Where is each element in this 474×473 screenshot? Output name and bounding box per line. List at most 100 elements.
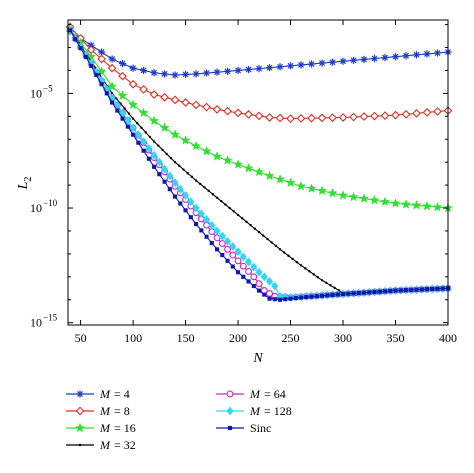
y-tick-label-exponent: −10 bbox=[43, 198, 58, 208]
data-point-marker bbox=[146, 156, 151, 161]
data-point-marker bbox=[128, 99, 139, 110]
data-point-marker bbox=[244, 65, 253, 74]
data-point-marker bbox=[314, 294, 319, 299]
data-point-marker bbox=[328, 113, 337, 123]
data-point-marker bbox=[191, 140, 202, 151]
data-point-marker bbox=[249, 224, 252, 227]
data-point-marker bbox=[94, 66, 97, 69]
data-point-marker bbox=[78, 443, 82, 447]
data-point-marker bbox=[402, 52, 410, 60]
data-point-marker bbox=[218, 240, 226, 248]
y-tick-label-base: 10 bbox=[30, 316, 42, 330]
data-point-marker bbox=[333, 286, 336, 290]
data-point-marker bbox=[165, 152, 168, 156]
data-point-marker bbox=[78, 46, 83, 51]
legend-label: M = 64 bbox=[249, 387, 286, 401]
legend-label-value: = 16 bbox=[114, 421, 136, 435]
data-point-marker bbox=[169, 156, 173, 160]
data-point-marker bbox=[370, 54, 379, 63]
data-point-marker bbox=[360, 55, 368, 64]
data-point-marker bbox=[120, 116, 125, 121]
legend-item-sinc: Sinc bbox=[216, 421, 271, 435]
data-point-marker bbox=[251, 283, 256, 289]
data-point-marker bbox=[227, 425, 233, 431]
data-point-marker bbox=[225, 258, 230, 263]
data-point-marker bbox=[134, 130, 142, 140]
data-point-marker bbox=[317, 113, 327, 123]
data-point-marker bbox=[393, 288, 398, 293]
data-point-marker bbox=[299, 264, 303, 267]
data-point-marker bbox=[245, 268, 252, 275]
data-point-marker bbox=[257, 230, 261, 234]
data-point-marker bbox=[209, 240, 214, 246]
data-point-marker bbox=[274, 174, 286, 184]
data-point-marker bbox=[136, 140, 141, 145]
data-point-marker bbox=[233, 108, 243, 118]
data-point-marker bbox=[186, 171, 189, 175]
legend-label-variable: M bbox=[99, 404, 111, 418]
data-point-marker bbox=[421, 200, 433, 211]
y-tick-label-base: 10 bbox=[30, 86, 42, 100]
data-point-marker bbox=[171, 178, 179, 188]
data-point-marker bbox=[255, 280, 263, 288]
data-point-marker bbox=[309, 294, 314, 299]
data-point-marker bbox=[265, 113, 274, 122]
data-point-marker bbox=[226, 406, 234, 416]
data-point-marker bbox=[412, 51, 421, 59]
data-point-marker bbox=[241, 274, 246, 279]
legend-label-variable: M bbox=[249, 387, 261, 401]
data-point-marker bbox=[358, 193, 370, 203]
data-point-marker bbox=[213, 68, 221, 76]
data-point-marker bbox=[211, 193, 215, 196]
data-point-marker bbox=[125, 124, 130, 129]
data-point-marker bbox=[119, 108, 127, 118]
legend-label-value: Sinc bbox=[250, 421, 271, 435]
data-point-marker bbox=[255, 65, 263, 73]
data-point-marker bbox=[423, 50, 431, 58]
data-point-marker bbox=[329, 284, 332, 287]
series-sinc bbox=[68, 28, 451, 302]
data-point-marker bbox=[212, 105, 222, 114]
legend-label-value: = 8 bbox=[114, 404, 130, 418]
data-point-marker bbox=[390, 198, 401, 208]
data-point-marker bbox=[253, 166, 265, 177]
data-point-marker bbox=[159, 122, 170, 133]
data-point-marker bbox=[250, 273, 258, 281]
data-point-marker bbox=[349, 112, 358, 122]
legend-label: M = 4 bbox=[99, 387, 130, 401]
data-point-marker bbox=[424, 287, 430, 292]
data-point-marker bbox=[194, 179, 198, 182]
x-axis-label: N bbox=[252, 351, 263, 366]
data-point-marker bbox=[245, 220, 248, 224]
data-point-marker bbox=[283, 251, 286, 254]
legend-label: M = 32 bbox=[99, 438, 136, 452]
data-point-marker bbox=[213, 226, 221, 236]
data-point-marker bbox=[94, 72, 99, 78]
series-line bbox=[69, 26, 449, 120]
data-point-marker bbox=[224, 245, 231, 253]
data-point-marker bbox=[319, 293, 325, 298]
data-point-marker bbox=[265, 64, 274, 72]
data-point-marker bbox=[75, 406, 85, 416]
data-point-marker bbox=[178, 201, 183, 206]
y-axis-label: L2 bbox=[16, 177, 34, 191]
data-point-marker bbox=[207, 189, 210, 193]
data-point-marker bbox=[160, 92, 169, 102]
data-point-marker bbox=[140, 137, 148, 146]
data-point-marker bbox=[277, 297, 283, 302]
data-point-marker bbox=[188, 215, 193, 220]
data-point-marker bbox=[181, 98, 190, 107]
data-point-marker bbox=[381, 54, 389, 62]
data-point-marker bbox=[433, 107, 442, 116]
data-point-marker bbox=[241, 217, 244, 220]
data-point-marker bbox=[243, 162, 254, 173]
data-point-marker bbox=[274, 244, 278, 248]
data-point-marker bbox=[414, 287, 419, 292]
data-point-marker bbox=[298, 295, 304, 300]
legend-label: M = 16 bbox=[99, 421, 136, 435]
data-point-marker bbox=[157, 172, 162, 177]
legend-item-m4: M = 4 bbox=[66, 387, 130, 401]
data-point-marker bbox=[361, 290, 367, 295]
data-point-marker bbox=[212, 151, 223, 161]
